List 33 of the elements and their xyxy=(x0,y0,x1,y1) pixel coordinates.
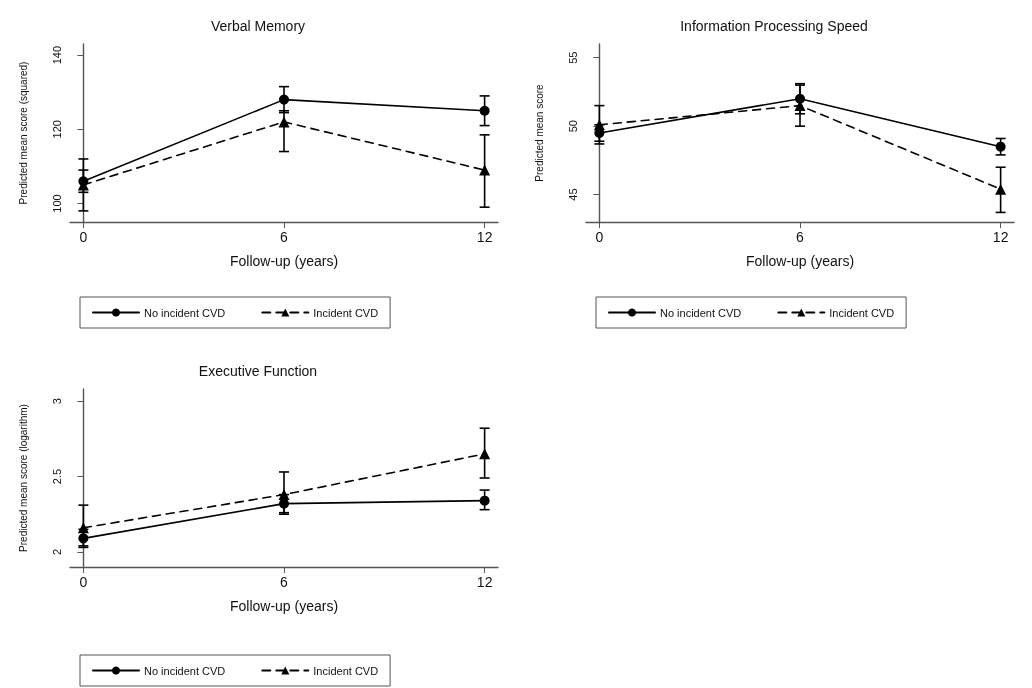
y-tick-label: 100 xyxy=(50,194,63,213)
y-axis-title: Predicted mean score xyxy=(533,83,545,182)
y-tick-label: 50 xyxy=(566,120,579,133)
y-axis-title: Predicted mean score (squared) xyxy=(17,61,29,205)
legend-label: No incident CVD xyxy=(144,306,226,319)
y-tick-label: 2 xyxy=(50,548,63,555)
y-tick-label: 55 xyxy=(566,51,579,64)
x-tick-label: 0 xyxy=(79,574,88,590)
legend-label: Incident CVD xyxy=(829,306,895,319)
legend-label: No incident CVD xyxy=(660,306,742,319)
y-tick-label: 3 xyxy=(50,398,63,405)
x-tick-label: 12 xyxy=(476,229,493,245)
y-tick-label: 45 xyxy=(566,188,579,201)
x-axis-title: Follow-up (years) xyxy=(229,598,339,614)
chart-title: Verbal Memory xyxy=(210,18,306,34)
y-tick-label: 140 xyxy=(50,45,63,65)
legend-label: No incident CVD xyxy=(144,664,226,677)
x-tick-label: 6 xyxy=(280,229,289,245)
x-axis-title: Follow-up (years) xyxy=(229,253,339,269)
y-tick-label: 2.5 xyxy=(50,468,63,485)
x-tick-label: 0 xyxy=(595,229,604,245)
legend-label: Incident CVD xyxy=(313,664,379,677)
x-tick-label: 6 xyxy=(280,574,289,590)
x-axis-title: Follow-up (years) xyxy=(745,253,855,269)
x-tick-label: 6 xyxy=(796,229,805,245)
y-axis-title: Predicted mean score (logarithm) xyxy=(17,404,29,552)
legend-label: Incident CVD xyxy=(313,306,379,319)
x-tick-label: 0 xyxy=(79,229,88,245)
y-tick-label: 120 xyxy=(50,120,63,139)
chart-title: Information Processing Speed xyxy=(680,18,868,34)
chart-title: Executive Function xyxy=(198,363,318,379)
x-tick-label: 12 xyxy=(992,229,1009,245)
x-tick-label: 12 xyxy=(476,574,493,590)
